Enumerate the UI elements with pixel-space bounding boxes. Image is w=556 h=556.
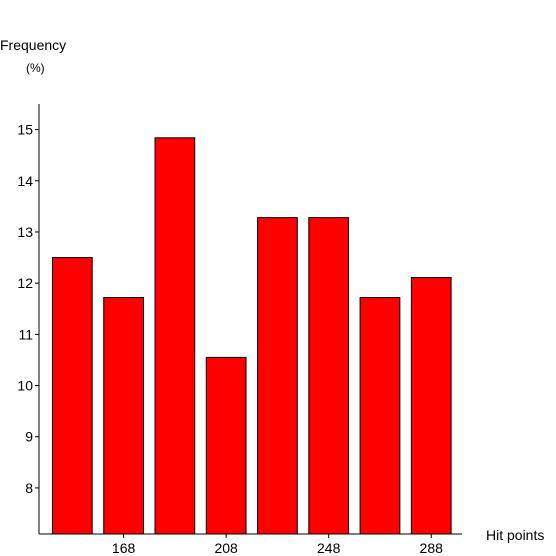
bar-228	[257, 217, 298, 535]
y-axis-unit: (%)	[26, 61, 45, 75]
y-tick-label-15: 15	[17, 122, 33, 138]
x-ticks-group: 168 208 248 288	[112, 534, 443, 556]
x-tick-label-288: 288	[420, 540, 444, 556]
y-tick-label-11: 11	[18, 326, 33, 342]
y-tick-label-12: 12	[17, 275, 33, 291]
y-ticks-group: 8 9 10 11 12 13 14 15	[17, 122, 39, 496]
bar-168	[103, 297, 144, 535]
axes-group	[38, 104, 462, 535]
bar-268	[359, 297, 401, 535]
x-tick-label-208: 208	[214, 540, 238, 556]
bars-group	[51, 137, 452, 535]
bar-208	[205, 356, 247, 535]
x-tick-label-168: 168	[112, 540, 136, 556]
y-tick-label-14: 14	[17, 173, 33, 189]
x-tick-label-248: 248	[317, 540, 341, 556]
y-tick-label-13: 13	[17, 224, 33, 240]
y-tick-label-8: 8	[25, 480, 33, 496]
bar-288	[410, 277, 452, 535]
y-tick-label-10: 10	[17, 378, 33, 394]
bar-188	[154, 137, 196, 535]
x-axis-label: Hit points	[486, 527, 544, 543]
y-axis-label: Frequency	[0, 37, 66, 53]
bar-148	[51, 257, 93, 535]
bar-248	[308, 217, 350, 535]
y-tick-label-9: 9	[25, 429, 33, 445]
